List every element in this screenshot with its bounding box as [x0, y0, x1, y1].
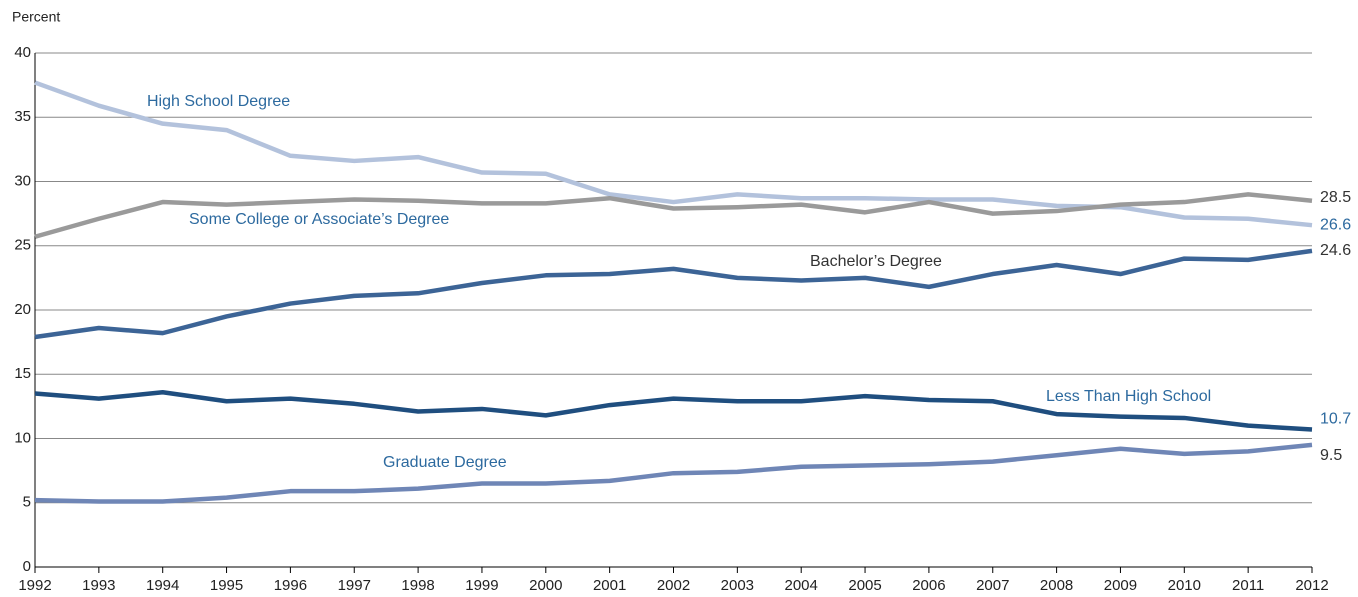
x-tick-label: 1993 — [82, 577, 115, 594]
y-tick-label: 25 — [14, 237, 31, 254]
x-tick-label: 2008 — [1040, 577, 1073, 594]
series-label: Bachelor’s Degree — [810, 253, 942, 270]
data-label: 28.5 — [1320, 189, 1351, 206]
x-tick-label: 1994 — [146, 577, 179, 594]
data-label: 26.6 — [1320, 216, 1351, 233]
x-tick-label: 2011 — [1232, 577, 1264, 594]
x-tick-label: 1996 — [274, 577, 307, 594]
y-tick-label: 35 — [14, 108, 31, 125]
x-tick-label: 1998 — [401, 577, 434, 594]
series-line — [34, 389, 1313, 432]
y-tick-label: 20 — [14, 301, 31, 318]
x-tick-label: 1995 — [210, 577, 243, 594]
y-tick-label: 40 — [14, 44, 31, 61]
x-tick-label: 2003 — [721, 577, 754, 594]
x-tick-label: 2004 — [785, 577, 818, 594]
data-label: 10.7 — [1320, 411, 1351, 428]
x-tick-label: 2006 — [912, 577, 945, 594]
x-tick-label: 2010 — [1168, 577, 1201, 594]
x-tick-label: 2012 — [1295, 577, 1328, 594]
series-line — [34, 442, 1313, 504]
x-tick-label: 1999 — [465, 577, 498, 594]
x-tick-label: 1997 — [338, 577, 371, 594]
series-line — [34, 248, 1313, 340]
series-label: Graduate Degree — [383, 454, 507, 471]
y-axis-label: Percent — [12, 9, 60, 25]
x-tick-label: 2005 — [848, 577, 881, 594]
y-tick-label: 0 — [23, 558, 31, 575]
data-label: 9.5 — [1320, 447, 1342, 464]
x-tick-label: 1992 — [18, 577, 51, 594]
y-tick-label: 10 — [14, 429, 31, 446]
series-label: High School Degree — [147, 93, 290, 110]
series-label: Less Than High School — [1046, 388, 1211, 405]
series-label: Some College or Associate’s Degree — [189, 211, 449, 228]
x-tick-label: 2007 — [976, 577, 1009, 594]
data-label: 24.6 — [1320, 242, 1351, 259]
y-tick-label: 5 — [23, 494, 31, 511]
y-tick-label: 30 — [14, 172, 31, 189]
y-tick-label: 15 — [14, 365, 31, 382]
series-line — [34, 192, 1313, 239]
x-tick-label: 2000 — [529, 577, 562, 594]
x-tick-label: 2001 — [593, 577, 626, 594]
x-tick-label: 2009 — [1104, 577, 1137, 594]
x-tick-label: 2002 — [657, 577, 690, 594]
